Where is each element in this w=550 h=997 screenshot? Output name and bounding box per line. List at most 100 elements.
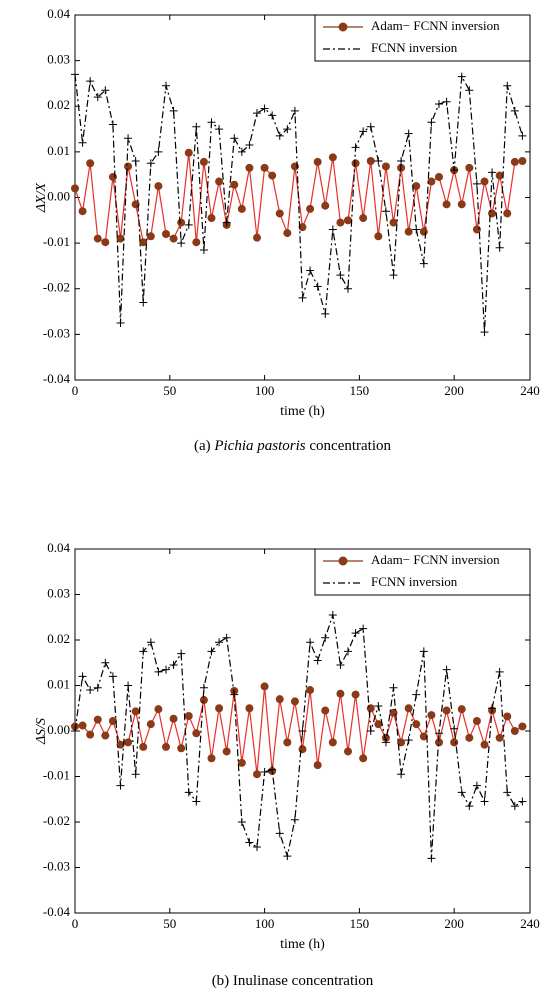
y-tick-label: -0.01 — [43, 767, 70, 782]
point — [192, 729, 201, 738]
point — [86, 686, 95, 695]
point — [154, 147, 163, 156]
point — [162, 665, 170, 674]
point — [313, 157, 322, 166]
point — [154, 182, 163, 191]
y-tick-label: 0.01 — [47, 676, 70, 691]
point — [306, 686, 315, 695]
point — [336, 218, 345, 227]
point — [154, 705, 163, 714]
point — [260, 104, 269, 113]
point — [192, 238, 201, 247]
point — [139, 238, 148, 247]
point — [397, 738, 406, 747]
point — [306, 638, 315, 647]
point — [260, 767, 269, 776]
point — [78, 721, 87, 730]
point — [313, 761, 322, 770]
x-tick-label: 100 — [255, 916, 275, 931]
point — [412, 720, 421, 729]
point — [146, 638, 155, 647]
caption-part: (a) — [194, 438, 214, 454]
point — [374, 701, 383, 710]
point — [427, 854, 436, 863]
point — [283, 229, 292, 238]
point — [253, 770, 261, 779]
point — [169, 234, 178, 243]
point — [169, 106, 178, 115]
x-tick-label: 240 — [520, 916, 540, 931]
point — [177, 649, 186, 658]
point — [442, 200, 451, 209]
point — [108, 172, 117, 181]
point — [359, 624, 368, 633]
point — [472, 781, 481, 790]
point — [510, 802, 519, 811]
point — [510, 157, 519, 166]
point — [245, 704, 254, 713]
point — [131, 707, 140, 716]
point — [472, 179, 481, 188]
point — [207, 647, 216, 656]
point — [154, 667, 163, 676]
point — [260, 163, 269, 172]
point — [192, 797, 201, 806]
point — [275, 695, 284, 704]
point — [162, 81, 170, 90]
y-tick-label: -0.04 — [43, 904, 71, 919]
point — [518, 131, 527, 140]
point — [419, 259, 428, 268]
point — [199, 683, 208, 692]
point — [465, 163, 474, 172]
point — [207, 214, 216, 223]
point — [503, 788, 512, 797]
point — [108, 120, 117, 129]
point — [93, 683, 102, 692]
point — [245, 163, 254, 172]
point — [283, 738, 292, 747]
y-tick-label: 0.03 — [47, 585, 70, 600]
point — [435, 729, 443, 738]
point — [184, 148, 193, 157]
point — [215, 704, 224, 713]
x-tick-label: 0 — [72, 383, 79, 398]
point — [298, 293, 307, 302]
legend-marker — [338, 556, 348, 566]
point — [381, 162, 390, 171]
point — [518, 797, 527, 806]
point — [328, 225, 337, 234]
point — [222, 747, 231, 756]
point — [404, 736, 413, 745]
legend-marker — [338, 22, 348, 32]
legend-label: Adam− FCNN inversion — [371, 552, 500, 567]
point — [351, 690, 360, 699]
point — [366, 122, 375, 131]
point — [510, 727, 519, 735]
point — [306, 204, 315, 213]
point — [86, 77, 95, 86]
point — [253, 233, 261, 242]
point — [306, 266, 315, 275]
point — [230, 134, 239, 143]
y-tick-label: -0.01 — [43, 234, 70, 249]
point — [192, 122, 201, 131]
point — [442, 97, 451, 106]
point — [480, 740, 489, 749]
point — [465, 802, 474, 811]
y-tick-label: 0.03 — [47, 52, 70, 67]
point — [290, 815, 299, 824]
point — [366, 157, 375, 165]
point — [71, 70, 79, 79]
point — [503, 712, 512, 721]
series-line — [74, 74, 523, 333]
point — [283, 125, 292, 134]
point — [389, 683, 398, 692]
point — [495, 171, 504, 180]
point — [86, 730, 95, 739]
point — [177, 218, 186, 227]
point — [237, 204, 246, 213]
point — [101, 238, 110, 247]
point — [457, 705, 466, 714]
point — [344, 284, 352, 293]
point — [488, 704, 497, 713]
